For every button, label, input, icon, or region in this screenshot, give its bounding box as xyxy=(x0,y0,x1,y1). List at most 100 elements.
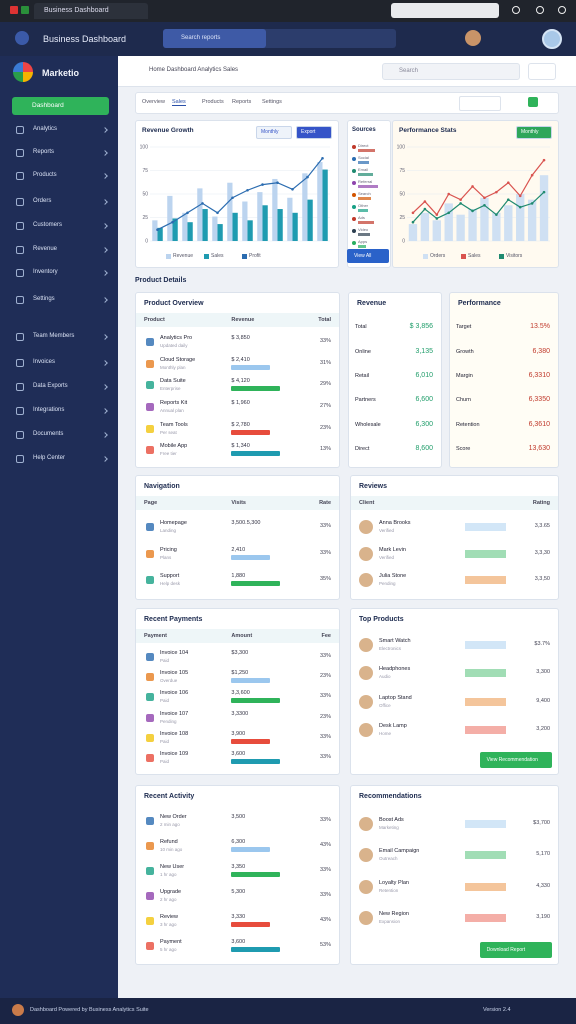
page-search[interactable]: Search xyxy=(382,63,520,80)
column-band xyxy=(136,496,339,510)
row-sub: Electronics xyxy=(379,646,402,652)
source-bar xyxy=(358,161,370,164)
browser-tab[interactable]: Business Dashboard xyxy=(34,3,148,19)
table-card: Product Overview Product Revenue Total Analy… xyxy=(135,292,340,468)
tab[interactable]: Overview xyxy=(142,99,165,105)
nav-item[interactable]: Team Members xyxy=(33,333,75,339)
nav-item[interactable]: Inventory xyxy=(33,269,58,275)
row-name: Growth xyxy=(456,348,474,355)
nav-icon xyxy=(16,431,24,439)
card-button[interactable]: Download Report xyxy=(479,942,552,958)
user-button[interactable] xyxy=(528,63,556,80)
tab-tool[interactable] xyxy=(528,97,538,107)
nav-item[interactable]: Products xyxy=(33,172,57,178)
card-button[interactable]: View Recommendation xyxy=(479,752,552,768)
row-sub: Retention xyxy=(379,887,399,893)
bar xyxy=(302,173,308,241)
line-point xyxy=(231,196,234,200)
tab-tool[interactable] xyxy=(459,96,501,111)
browser-icon[interactable] xyxy=(536,6,544,14)
tab[interactable]: Products xyxy=(202,99,224,105)
row-amount: 33% xyxy=(319,523,331,530)
row-progress xyxy=(231,364,270,370)
sources-card: Sources Direct Social Email Referral Search Ot… xyxy=(347,120,391,268)
card-button-label: Download Report xyxy=(486,947,526,953)
y-tick-label: 100 xyxy=(397,144,406,150)
row-name: Churn xyxy=(456,397,471,404)
nav-item[interactable]: Integrations xyxy=(33,407,65,413)
legend-label: Sales xyxy=(468,253,481,259)
nav-item[interactable]: Revenue xyxy=(33,246,58,252)
avatar xyxy=(359,546,373,561)
source-dot xyxy=(352,169,356,173)
line-point xyxy=(171,220,174,224)
nav-icon xyxy=(16,149,24,157)
nav-item[interactable]: Data Exports xyxy=(33,383,68,389)
row-name: Mark Levin xyxy=(379,546,406,553)
brand-logo[interactable] xyxy=(13,62,33,82)
line-point xyxy=(459,202,462,205)
address-bar[interactable] xyxy=(391,3,499,18)
browser-icon[interactable] xyxy=(512,6,520,14)
sources-button[interactable]: View All xyxy=(347,249,389,263)
line-point xyxy=(447,211,451,215)
tab-title: Business Dashboard xyxy=(44,7,109,14)
nav-item[interactable]: Orders xyxy=(33,198,52,204)
nav-item[interactable]: Analytics xyxy=(33,126,58,132)
window-dot xyxy=(10,6,18,14)
row-name: Upgrade xyxy=(160,888,182,895)
nav-item[interactable]: Invoices xyxy=(33,359,56,365)
line-point xyxy=(471,185,474,188)
source-dot xyxy=(352,241,356,245)
nav-icon xyxy=(16,198,24,206)
row-amount: 3,3,30 xyxy=(534,549,550,556)
chart-card: Revenue Growth Monthly Export 0 25 50 75 100 Rev… xyxy=(135,120,339,268)
row-name: Invoice 109 xyxy=(160,750,189,757)
avatar xyxy=(359,694,373,709)
row-name: Data Suite xyxy=(160,378,186,385)
nav-icon xyxy=(16,455,24,463)
source-label: Ads xyxy=(358,215,365,220)
line xyxy=(412,191,545,223)
row-amount: 3,190 xyxy=(536,914,550,921)
nav-item[interactable]: Documents xyxy=(33,431,64,437)
header-search[interactable]: Search reports xyxy=(163,29,396,48)
row-progress xyxy=(464,575,507,584)
row-name: Boost Ads xyxy=(379,816,404,823)
line-point xyxy=(246,188,249,192)
tab[interactable]: Reports xyxy=(232,99,252,105)
row-name: Invoice 106 xyxy=(160,690,189,697)
bar xyxy=(212,216,218,241)
footer-version: Version 2.4 xyxy=(483,1007,511,1013)
row-name: Target xyxy=(456,324,472,331)
nav-item[interactable]: Settings xyxy=(33,296,55,302)
row-progress xyxy=(231,921,270,927)
tabs-bar: Overview Sales Products Reports Settings xyxy=(135,92,559,114)
row-sub: Paid xyxy=(160,738,170,744)
primary-button[interactable]: Dashboard xyxy=(12,97,109,115)
column-band xyxy=(136,629,339,643)
nav-item[interactable]: Help Center xyxy=(33,455,66,461)
chart-button[interactable]: Monthly xyxy=(516,126,552,139)
browser-icon[interactable] xyxy=(558,6,566,14)
avatar[interactable] xyxy=(465,30,481,46)
row-amount: 6,300 xyxy=(415,420,433,428)
row-progress xyxy=(464,882,507,891)
row-amount: 29% xyxy=(319,381,331,388)
nav-item[interactable]: Customers xyxy=(33,222,63,228)
nav-item[interactable]: Reports xyxy=(33,149,55,155)
line-point xyxy=(276,181,279,185)
chart-button[interactable]: Monthly xyxy=(256,126,292,139)
row-icon xyxy=(146,381,154,390)
row-amount: 3,135 xyxy=(415,347,433,355)
tab[interactable]: Sales xyxy=(172,99,186,106)
row-progress xyxy=(231,738,270,744)
row-value: 3,350 xyxy=(231,863,246,870)
line-point xyxy=(518,194,522,198)
line-point xyxy=(506,181,510,185)
chart-button[interactable]: Export xyxy=(296,126,332,139)
avatar[interactable] xyxy=(542,29,562,49)
tab[interactable]: Settings xyxy=(262,99,282,105)
avatar xyxy=(359,572,373,587)
row-progress xyxy=(464,819,507,828)
